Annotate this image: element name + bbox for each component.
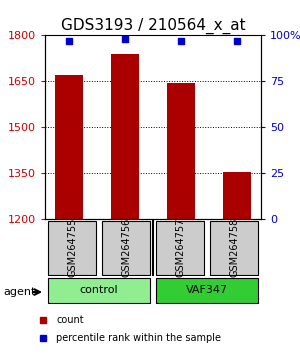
Title: GDS3193 / 210564_x_at: GDS3193 / 210564_x_at	[61, 18, 245, 34]
Text: control: control	[80, 285, 118, 295]
Text: GSM264758: GSM264758	[229, 218, 239, 278]
FancyBboxPatch shape	[210, 221, 258, 275]
Text: GSM264755: GSM264755	[67, 218, 77, 278]
Bar	[167, 83, 195, 219]
Bar	[111, 54, 139, 219]
Bar	[55, 75, 83, 219]
FancyBboxPatch shape	[156, 278, 258, 303]
Text: percentile rank within the sample: percentile rank within the sample	[56, 333, 221, 343]
Bar	[223, 172, 251, 219]
Text: GSM264756: GSM264756	[121, 218, 131, 278]
FancyBboxPatch shape	[48, 221, 96, 275]
Text: count: count	[56, 315, 84, 325]
FancyBboxPatch shape	[48, 278, 150, 303]
FancyBboxPatch shape	[156, 221, 204, 275]
FancyBboxPatch shape	[102, 221, 150, 275]
Text: agent: agent	[3, 287, 35, 297]
Text: GSM264757: GSM264757	[175, 218, 185, 278]
Text: VAF347: VAF347	[186, 285, 228, 295]
